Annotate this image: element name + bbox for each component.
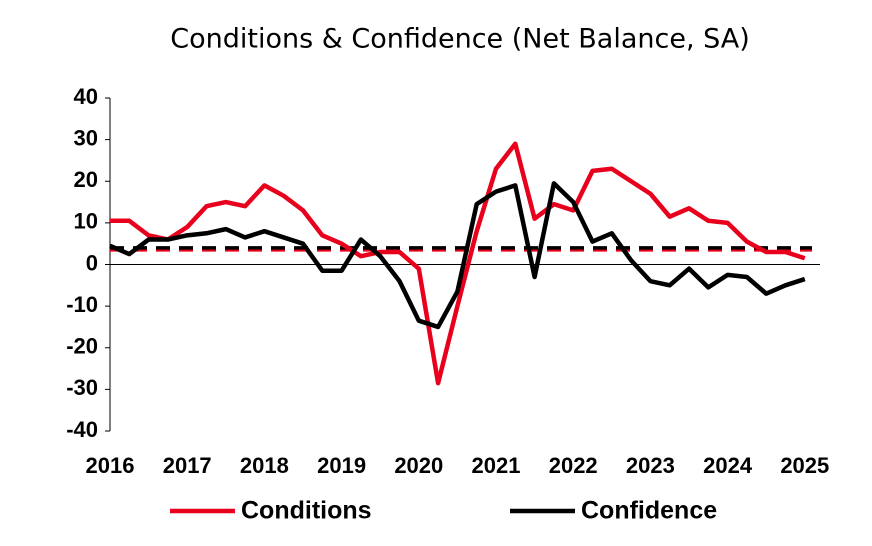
y-tick-label: -10 — [66, 292, 98, 317]
x-tick-label: 2018 — [240, 453, 289, 478]
x-tick-label: 2022 — [549, 453, 598, 478]
y-tick-label: -30 — [66, 375, 98, 400]
x-tick-label: 2016 — [86, 453, 135, 478]
x-tick-label: 2023 — [626, 453, 675, 478]
y-tick-label: 30 — [74, 125, 98, 150]
x-tick-label: 2017 — [163, 453, 212, 478]
series-line — [109, 181, 806, 330]
series-line — [110, 141, 806, 386]
legend-label: Confidence — [581, 497, 717, 525]
legend-label: Conditions — [241, 497, 372, 525]
y-tick-label: 0 — [86, 250, 98, 275]
x-tick-label: 2025 — [780, 453, 829, 478]
x-tick-label: 2024 — [703, 453, 753, 478]
x-tick-label: 2020 — [394, 453, 443, 478]
y-tick-label: 10 — [74, 209, 98, 234]
y-tick-label: 20 — [74, 167, 98, 192]
y-tick-label: -40 — [66, 417, 98, 442]
chart-title: Conditions & Confidence (Net Balance, SA… — [170, 24, 750, 55]
y-tick-label: -20 — [66, 334, 98, 359]
x-tick-label: 2019 — [317, 453, 366, 478]
y-tick-label: 40 — [74, 84, 98, 109]
x-tick-label: 2021 — [472, 453, 521, 478]
